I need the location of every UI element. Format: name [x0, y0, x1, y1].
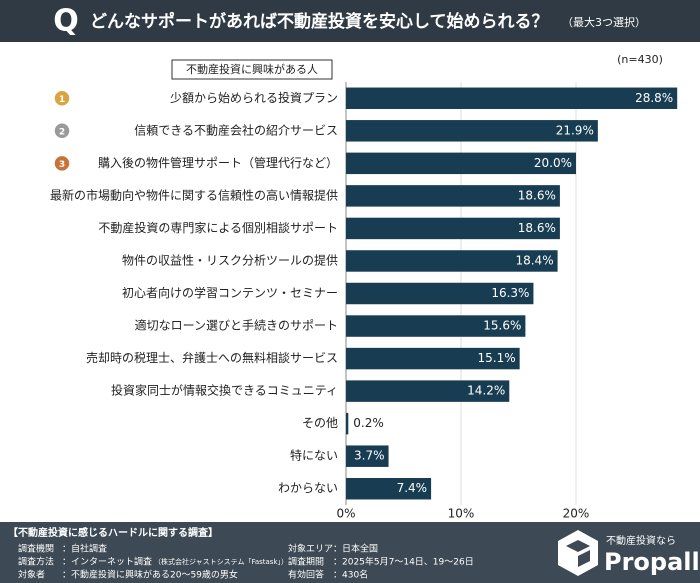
rank-medal	[53, 122, 71, 140]
footer-value: ：インターネット調査	[62, 556, 152, 568]
sample-size: (n=430)	[617, 53, 663, 66]
rank-medal	[53, 154, 71, 173]
value-label: 16.3%	[491, 286, 529, 300]
rank-medal	[53, 89, 71, 108]
footer-label: 対象エリア	[288, 543, 333, 555]
chart-subtitle: （最大3つ選択）	[562, 15, 646, 29]
brand-name: Propally	[604, 548, 700, 576]
header-bar	[0, 0, 700, 42]
chart-title: どんなサポートがあれば不動産投資を安心して始められる？	[90, 11, 549, 32]
bar	[346, 152, 576, 175]
group-label: 不動産投資に興味がある人	[186, 62, 318, 76]
category-label: 最新の市場動向や物件に関する信頼性の高い情報提供	[50, 187, 338, 202]
value-label: 28.8%	[635, 91, 673, 105]
value-label: 7.4%	[397, 481, 428, 495]
category-label: 少額から始められる投資プラン	[170, 90, 338, 105]
x-tick-label: 20%	[563, 507, 590, 521]
footer-title: 【不動産投資に感じるハードルに関する調査】	[8, 526, 218, 539]
value-label: 18.6%	[518, 221, 556, 235]
bar	[346, 412, 349, 435]
footer-label: 対象者	[18, 569, 45, 581]
rank-number: 3	[59, 160, 65, 170]
bar	[346, 282, 534, 305]
brand-logo	[558, 530, 598, 576]
bar	[346, 120, 598, 142]
bar	[346, 315, 526, 337]
footer-value: ：日本全国	[333, 543, 378, 555]
category-label: 売却時の税理士、弁護士への無料相談サービス	[86, 350, 338, 365]
bar	[346, 477, 432, 500]
bar	[346, 347, 520, 370]
rank-number: 2	[59, 127, 65, 137]
footer-value: ：430名	[333, 569, 368, 581]
category-label: 投資家同士が情報交換できるコミュニティ	[111, 383, 338, 398]
bar	[346, 185, 560, 207]
value-label: 3.7%	[354, 449, 385, 463]
bar	[346, 445, 389, 467]
bar	[346, 87, 678, 110]
bar	[346, 217, 560, 240]
footer-label: 調査機関	[18, 543, 54, 555]
brand-tagline: 不動産投資なら	[606, 534, 676, 547]
category-label: 初心者向けの学習コンテンツ・セミナー	[122, 285, 338, 300]
footer-note: （株式会社ジャストシステム「Fastask」）	[154, 557, 288, 566]
category-label: 不動産投資の専門家による個別相談サポート	[98, 220, 338, 235]
footer-value: ：2025年5月7〜14日、19〜26日	[333, 556, 474, 568]
x-tick-label: 10%	[448, 507, 475, 521]
value-label: 18.6%	[518, 188, 556, 202]
category-label: その他	[302, 416, 338, 430]
category-label: 適切なローン選びと手続きのサポート	[135, 318, 338, 333]
group-box	[171, 59, 333, 80]
value-label: 0.2%	[353, 416, 384, 430]
logo-cube	[558, 530, 598, 576]
rank-number: 1	[59, 95, 65, 105]
bar	[346, 380, 510, 402]
value-label: 21.9%	[556, 123, 594, 137]
header-mark: Q	[53, 4, 79, 39]
value-label: 15.1%	[478, 351, 516, 365]
value-label: 14.2%	[467, 384, 505, 398]
footer-label: 有効回答	[288, 569, 324, 581]
category-label: 特にない	[290, 448, 338, 463]
category-label: 物件の収益性・リスク分析ツールの提供	[122, 252, 338, 267]
value-label: 20.0%	[534, 156, 572, 170]
logo-cube-top	[566, 540, 590, 552]
logo-cube-side	[578, 550, 590, 567]
bar	[346, 250, 558, 272]
category-label: 購入後の物件管理サポート（管理代行など）	[98, 155, 338, 170]
footer-label: 調査期間	[288, 556, 324, 568]
category-label: 信頼できる不動産会社の紹介サービス	[134, 122, 338, 137]
value-label: 15.6%	[483, 319, 521, 333]
x-tick-label: 0%	[336, 507, 355, 521]
category-label: わからない	[278, 481, 338, 495]
footer-value: ：自社調査	[62, 543, 107, 555]
footer-label: 調査方法	[18, 556, 54, 568]
value-label: 18.4%	[515, 253, 553, 267]
footer-value: ：不動産投資に興味がある20〜59歳の男女	[62, 569, 238, 581]
